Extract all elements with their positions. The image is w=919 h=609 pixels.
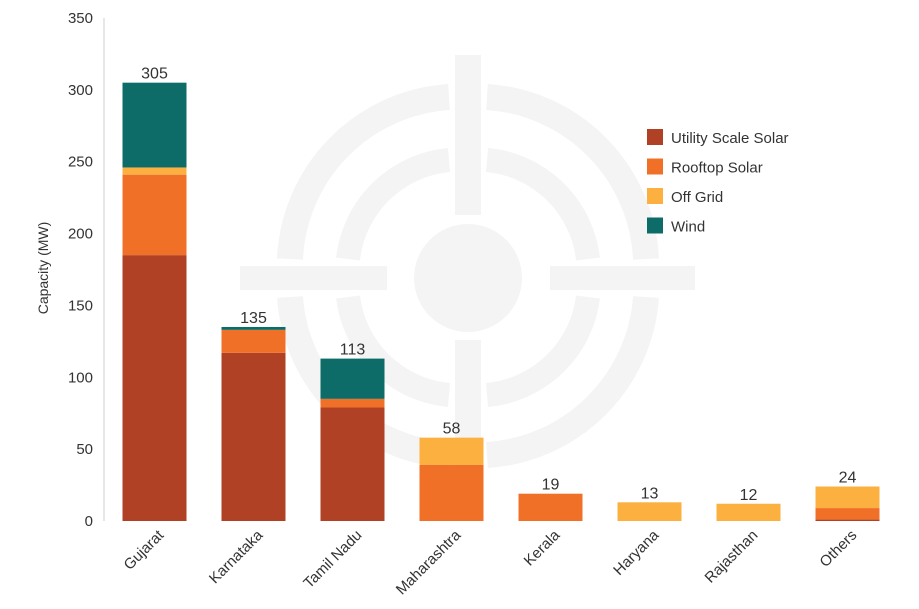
legend-swatch <box>647 158 663 175</box>
x-category-label: Gujarat <box>121 526 168 573</box>
y-tick-label: 300 <box>68 82 93 99</box>
y-axis-title: Capacity (MW) <box>35 222 51 315</box>
bar-segment <box>320 407 385 521</box>
y-tick-label: 0 <box>85 513 93 530</box>
bar-segment <box>320 398 385 408</box>
legend-swatch <box>647 129 663 145</box>
bar-segment <box>320 358 385 399</box>
bar-total-label: 24 <box>839 470 857 487</box>
bar-segment <box>419 437 484 465</box>
bar-segment <box>815 519 880 521</box>
y-tick-label: 200 <box>68 226 93 243</box>
x-category-label: Haryana <box>610 526 663 579</box>
bar-segment <box>815 508 880 520</box>
x-category-label: Tamil Nadu <box>300 527 365 592</box>
bar-total-label: 13 <box>641 485 659 502</box>
legend-label: Utility Scale Solar <box>671 130 789 147</box>
x-category-label: Karnataka <box>206 526 267 587</box>
legend-label: Wind <box>671 219 705 236</box>
bar-segment <box>221 352 286 521</box>
legend-swatch <box>647 217 663 234</box>
bar-segment <box>815 486 880 509</box>
bar-segment <box>617 502 682 521</box>
y-tick-label: 250 <box>68 154 93 171</box>
bar-total-label: 12 <box>740 487 758 504</box>
bar-total-label: 58 <box>443 421 461 438</box>
x-category-label: Kerala <box>521 526 564 569</box>
crosshair-watermark-logo <box>240 55 695 500</box>
y-tick-label: 150 <box>68 297 93 314</box>
legend-label: Rooftop Solar <box>671 160 763 177</box>
bar-total-label: 305 <box>141 66 168 83</box>
bar-total-label: 113 <box>340 342 366 359</box>
y-tick-label: 50 <box>76 441 93 458</box>
bar-segment <box>716 503 781 521</box>
legend-label: Off Grid <box>671 189 723 206</box>
bar-segment <box>518 493 583 521</box>
bar-segment <box>221 326 286 330</box>
bar-segment <box>122 82 187 168</box>
legend: Utility Scale Solar Rooftop Solar Off Grid… <box>647 129 789 236</box>
bar-segment <box>221 329 286 353</box>
bar-segment <box>419 464 484 521</box>
y-tick-label: 100 <box>68 369 93 386</box>
x-category-label: Others <box>816 527 860 571</box>
bar-segment <box>122 167 187 175</box>
legend-swatch <box>647 188 663 204</box>
bar-segment <box>122 255 187 521</box>
y-tick-label: 350 <box>68 10 93 27</box>
x-category-label: Rajasthan <box>702 527 762 587</box>
bar-total-label: 19 <box>542 477 560 494</box>
x-category-label: Maharashtra <box>393 526 465 598</box>
bar-segment <box>122 174 187 256</box>
bar-total-label: 135 <box>240 310 267 327</box>
